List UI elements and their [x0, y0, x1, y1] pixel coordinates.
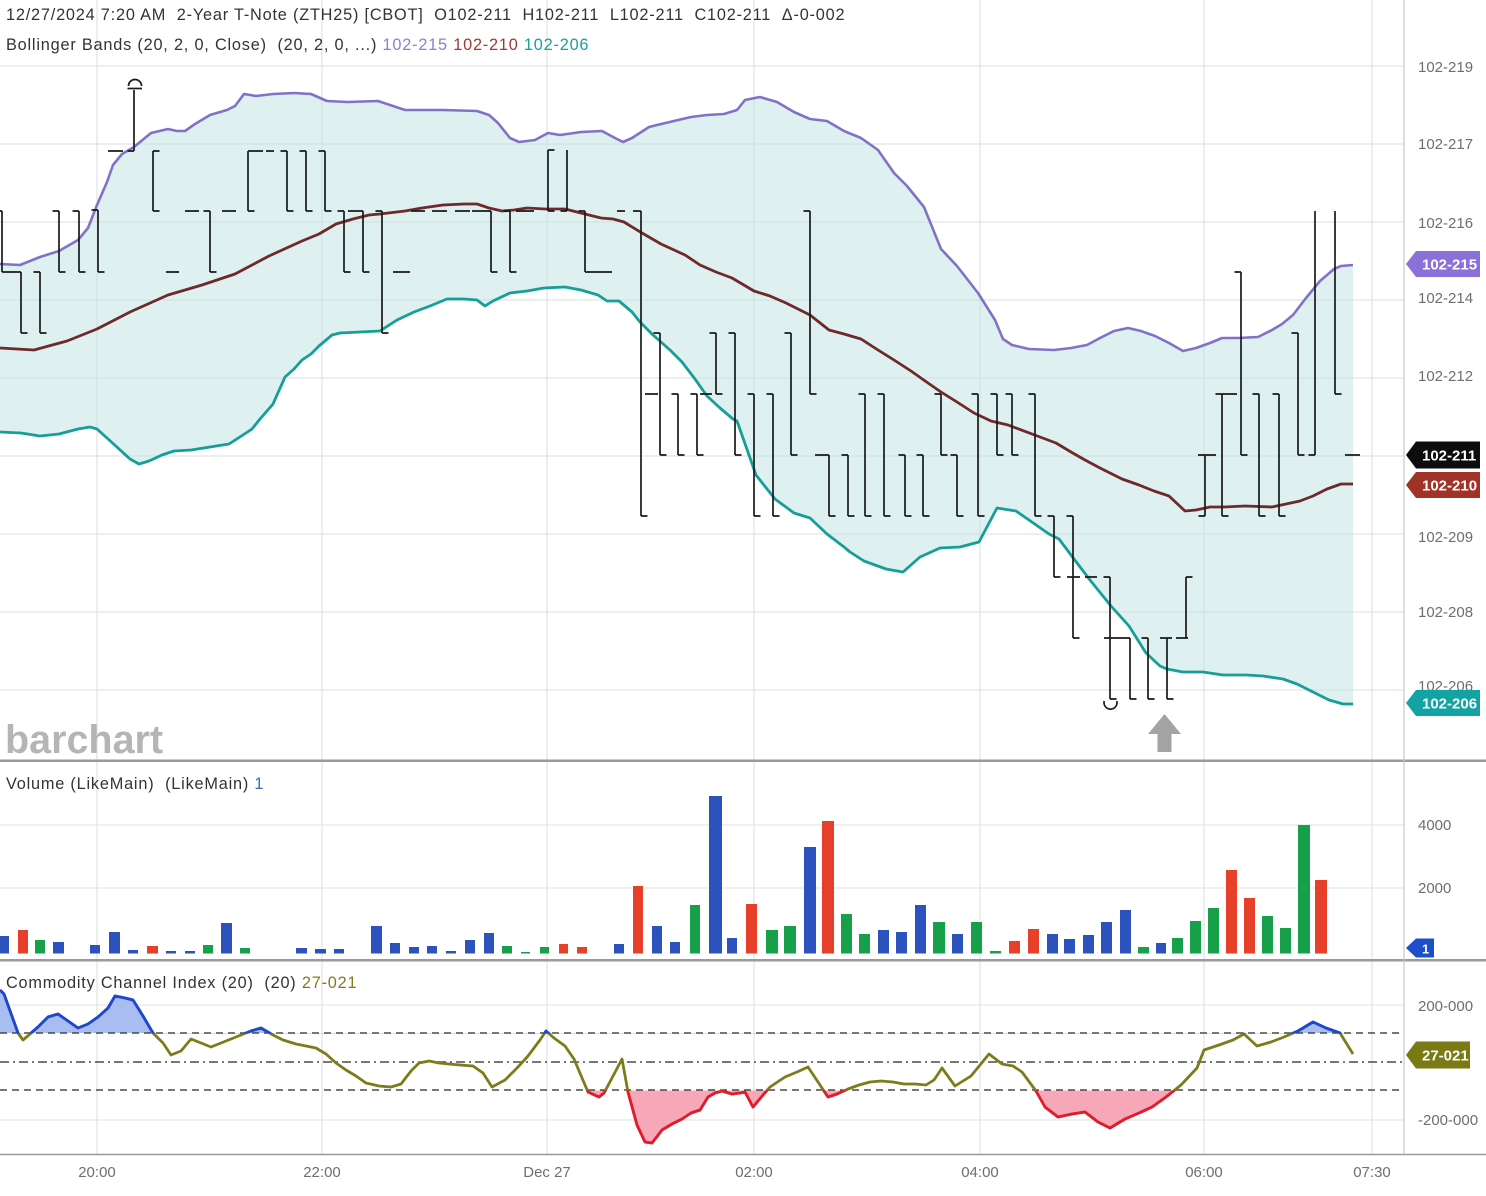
svg-text:27-021: 27-021 [1422, 1048, 1469, 1065]
svg-text:102-206: 102-206 [1422, 696, 1477, 713]
svg-text:102-219: 102-219 [1418, 59, 1473, 76]
svg-text:102-214: 102-214 [1418, 290, 1473, 307]
svg-text:07:30: 07:30 [1353, 1164, 1391, 1181]
svg-text:102-208: 102-208 [1418, 604, 1473, 621]
svg-text:102-212: 102-212 [1418, 368, 1473, 385]
svg-text:barchart: barchart [5, 718, 163, 762]
svg-text:22:00: 22:00 [303, 1164, 341, 1181]
svg-text:02:00: 02:00 [735, 1164, 773, 1181]
svg-text:Volume (LikeMain) (LikeMain): Volume (LikeMain) (LikeMain) 1 [6, 775, 264, 793]
svg-text:102-215: 102-215 [1422, 257, 1477, 274]
svg-text:102-216: 102-216 [1418, 215, 1473, 232]
svg-text:04:00: 04:00 [961, 1164, 999, 1181]
svg-text:200-000: 200-000 [1418, 998, 1473, 1015]
svg-text:Bollinger Bands (20, 2, 0, Clo: Bollinger Bands (20, 2, 0, Close) (20, 2… [6, 36, 589, 54]
svg-text:06:00: 06:00 [1185, 1164, 1223, 1181]
svg-text:102-217: 102-217 [1418, 136, 1473, 153]
svg-text:102-210: 102-210 [1422, 478, 1477, 495]
svg-text:4000: 4000 [1418, 817, 1451, 834]
svg-text:102-211: 102-211 [1422, 448, 1476, 465]
svg-text:Dec 27: Dec 27 [523, 1164, 571, 1181]
svg-text:12/27/2024 7:20 AM 2-Year T-N: 12/27/2024 7:20 AM 2-Year T-Note (ZTH25)… [6, 6, 845, 24]
svg-text:2000: 2000 [1418, 880, 1451, 897]
svg-text:Commodity Channel Index (20): Commodity Channel Index (20) (20) 27-021 [6, 974, 357, 992]
svg-text:102-209: 102-209 [1418, 529, 1473, 546]
svg-text:1: 1 [1422, 942, 1429, 957]
svg-text:-200-000: -200-000 [1418, 1112, 1478, 1129]
svg-text:20:00: 20:00 [78, 1164, 116, 1181]
